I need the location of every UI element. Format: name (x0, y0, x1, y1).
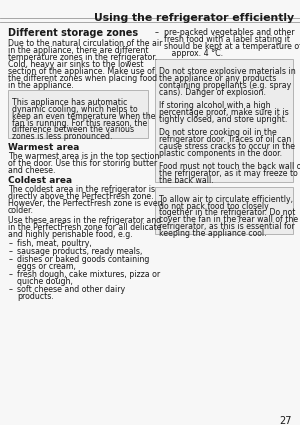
Text: refrigerator door. Traces of oil can: refrigerator door. Traces of oil can (159, 135, 291, 144)
Text: However, the PerfectFresh zone is even: However, the PerfectFresh zone is even (8, 199, 163, 208)
Text: pre-packed vegetables and other: pre-packed vegetables and other (164, 28, 295, 37)
Text: Different storage zones: Different storage zones (8, 28, 138, 38)
Text: The coldest area in the refrigerator is: The coldest area in the refrigerator is (8, 185, 155, 194)
Text: keeping the appliance cool.: keeping the appliance cool. (159, 229, 267, 238)
Text: Coldest area: Coldest area (8, 176, 72, 185)
Text: percentage proof, make sure it is: percentage proof, make sure it is (159, 108, 289, 117)
Text: keep an even temperature when the: keep an even temperature when the (12, 112, 155, 121)
Text: temperature zones in the refrigerator.: temperature zones in the refrigerator. (8, 53, 157, 62)
Text: products.: products. (17, 292, 54, 301)
Text: dishes or baked goods containing: dishes or baked goods containing (17, 255, 149, 264)
Text: tightly closed, and store upright.: tightly closed, and store upright. (159, 115, 287, 124)
Text: in the PerfectFresh zone for all delicate: in the PerfectFresh zone for all delicat… (8, 223, 161, 232)
Text: To allow air to circulate efficiently,: To allow air to circulate efficiently, (159, 195, 293, 204)
Text: in the appliance.: in the appliance. (8, 81, 74, 90)
Text: Do not store explosive materials in: Do not store explosive materials in (159, 67, 296, 76)
Text: If storing alcohol with a high: If storing alcohol with a high (159, 101, 271, 110)
Text: dynamic cooling, which helps to: dynamic cooling, which helps to (12, 105, 138, 114)
Text: of the door. Use this for storing butter: of the door. Use this for storing butter (8, 159, 157, 168)
Text: refrigerator, as this is essential for: refrigerator, as this is essential for (159, 222, 295, 231)
Text: eggs or cream,: eggs or cream, (17, 262, 76, 271)
Text: the back wall.: the back wall. (159, 176, 214, 185)
Text: approx. 4 °C.: approx. 4 °C. (164, 49, 223, 58)
Text: –: – (9, 285, 13, 294)
Text: zones is less pronounced.: zones is less pronounced. (12, 132, 112, 141)
Text: –: – (9, 239, 13, 248)
Text: section of the appliance. Make use of: section of the appliance. Make use of (8, 67, 155, 76)
Text: in the appliance, there are different: in the appliance, there are different (8, 46, 148, 55)
Text: the refrigerator, as it may freeze to: the refrigerator, as it may freeze to (159, 169, 298, 178)
Text: 27: 27 (280, 416, 292, 425)
Text: Cold, heavy air sinks to the lowest: Cold, heavy air sinks to the lowest (8, 60, 143, 69)
FancyBboxPatch shape (155, 59, 293, 181)
Text: quiche dough,: quiche dough, (17, 277, 73, 286)
Text: plastic components in the door.: plastic components in the door. (159, 149, 282, 158)
Text: together in the refrigerator. Do not: together in the refrigerator. Do not (159, 208, 296, 218)
Text: and highly perishable food, e.g.: and highly perishable food, e.g. (8, 230, 133, 239)
Text: Due to the natural circulation of the air: Due to the natural circulation of the ai… (8, 39, 162, 48)
Text: The warmest area is in the top section: The warmest area is in the top section (8, 152, 159, 161)
Text: cans). Danger of explosion.: cans). Danger of explosion. (159, 88, 266, 96)
Text: colder.: colder. (8, 206, 34, 215)
Text: do not pack food too closely: do not pack food too closely (159, 201, 269, 211)
Text: Do not store cooking oil in the: Do not store cooking oil in the (159, 128, 277, 137)
Text: should be kept at a temperature of: should be kept at a temperature of (164, 42, 300, 51)
Text: Food must not touch the back wall of: Food must not touch the back wall of (159, 162, 300, 171)
Text: directly above the PerfectFresh zone.: directly above the PerfectFresh zone. (8, 192, 154, 201)
Text: Using the refrigerator efficiently: Using the refrigerator efficiently (94, 13, 294, 23)
Text: Warmest area: Warmest area (8, 143, 80, 152)
Text: cause stress cracks to occur in the: cause stress cracks to occur in the (159, 142, 295, 151)
Text: cover the fan in the rear wall of the: cover the fan in the rear wall of the (159, 215, 298, 224)
Text: Use these areas in the refrigerator and: Use these areas in the refrigerator and (8, 216, 161, 225)
Text: fresh food with a label stating it: fresh food with a label stating it (164, 35, 290, 44)
Text: –: – (9, 247, 13, 256)
Text: sausage products, ready meals,: sausage products, ready meals, (17, 247, 142, 256)
Text: the different zones when placing food: the different zones when placing food (8, 74, 157, 83)
FancyBboxPatch shape (155, 187, 293, 235)
Text: difference between the various: difference between the various (12, 125, 134, 134)
Text: fish, meat, poultry,: fish, meat, poultry, (17, 239, 92, 248)
Text: fan is running. For this reason, the: fan is running. For this reason, the (12, 119, 147, 128)
Text: and cheese.: and cheese. (8, 166, 56, 175)
Text: –: – (9, 255, 13, 264)
Text: the appliance or any products: the appliance or any products (159, 74, 276, 83)
Text: containing propellants (e.g. spray: containing propellants (e.g. spray (159, 81, 291, 90)
Text: This appliance has automatic: This appliance has automatic (12, 98, 128, 107)
Text: –: – (9, 270, 13, 279)
Text: fresh dough, cake mixtures, pizza or: fresh dough, cake mixtures, pizza or (17, 270, 160, 279)
Text: –: – (155, 28, 159, 37)
FancyBboxPatch shape (8, 90, 148, 138)
Text: soft cheese and other dairy: soft cheese and other dairy (17, 285, 125, 294)
